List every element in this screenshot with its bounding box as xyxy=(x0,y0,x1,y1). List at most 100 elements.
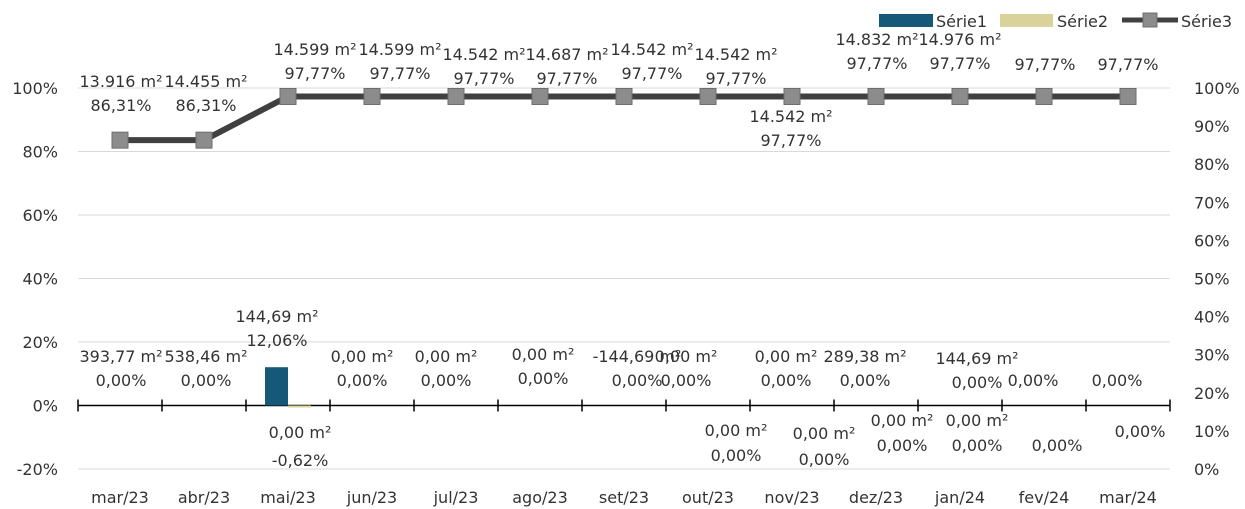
x-tick-label: mar/24 xyxy=(1099,488,1157,507)
data-label-percent: 0,00% xyxy=(799,450,850,469)
data-label-area: 0,00 m² xyxy=(655,347,718,366)
x-tick-label: out/23 xyxy=(682,488,734,507)
data-label-area: 14.687 m² xyxy=(525,45,608,64)
left-tick-label: 0% xyxy=(33,397,58,416)
x-axis: mar/23 abr/23 mai/23 jun/23 jul/23 ago/23 set/… xyxy=(77,399,1171,507)
series3-point xyxy=(531,87,549,105)
data-label-percent: 0,00% xyxy=(1115,422,1166,441)
data-label-percent: 97,77% xyxy=(846,54,907,73)
legend-marker-serie3 xyxy=(1142,12,1158,28)
series3-point xyxy=(279,87,297,105)
data-label-percent: 86,31% xyxy=(90,96,151,115)
x-tick-label: abr/23 xyxy=(178,488,230,507)
x-tick-label: dez/23 xyxy=(849,488,903,507)
data-label-percent: 0,00% xyxy=(1092,371,1143,390)
x-tick-label: fev/24 xyxy=(1019,488,1070,507)
right-tick-label: 90% xyxy=(1194,117,1230,136)
bar-série2 xyxy=(288,405,311,408)
data-label-area: 0,00 m² xyxy=(946,411,1009,430)
data-label-percent: 97,77% xyxy=(760,131,821,150)
legend-swatch-serie1 xyxy=(879,14,933,27)
legend-label-serie2: Série2 xyxy=(1057,12,1108,31)
data-label-area: 0,00 m² xyxy=(755,347,818,366)
x-tick-label: mai/23 xyxy=(260,488,316,507)
data-label-area: 14.976 m² xyxy=(918,30,1001,49)
data-label-area: 538,46 m² xyxy=(164,347,247,366)
data-label-percent: 97,77% xyxy=(1014,55,1075,74)
series3-point xyxy=(111,131,129,149)
x-tick-label: mar/23 xyxy=(91,488,149,507)
series3-point xyxy=(1119,87,1137,105)
data-label-percent: 97,77% xyxy=(705,69,766,88)
legend-swatch-serie2 xyxy=(1000,14,1053,27)
right-tick-label: 50% xyxy=(1194,270,1230,289)
data-label-area: 14.599 m² xyxy=(358,40,441,59)
left-tick-label: 60% xyxy=(22,206,58,225)
data-label-percent: 97,77% xyxy=(621,64,682,83)
data-label-area: 289,38 m² xyxy=(823,347,906,366)
bar-série1 xyxy=(265,367,288,406)
data-label-area: 0,00 m² xyxy=(512,345,575,364)
x-tick-label: jan/24 xyxy=(934,488,985,507)
data-label-area: 144,69 m² xyxy=(235,307,318,326)
data-label-percent: 0,00% xyxy=(661,371,712,390)
data-label-area: 0,00 m² xyxy=(793,424,856,443)
right-tick-label: 30% xyxy=(1194,346,1230,365)
data-label-percent: 0,00% xyxy=(840,371,891,390)
data-label-percent: 0,00% xyxy=(1008,371,1059,390)
series3-point xyxy=(615,87,633,105)
left-tick-label: -20% xyxy=(17,460,58,479)
data-label-area: 14.455 m² xyxy=(164,72,247,91)
series3-point xyxy=(951,87,969,105)
right-tick-label: 10% xyxy=(1194,422,1230,441)
data-label-percent: 0,00% xyxy=(1032,436,1083,455)
right-tick-label: 20% xyxy=(1194,384,1230,403)
right-tick-label: 80% xyxy=(1194,155,1230,174)
data-label-percent: 0,00% xyxy=(952,436,1003,455)
data-label-percent: 12,06% xyxy=(246,331,307,350)
data-label-percent: 0,00% xyxy=(877,436,928,455)
data-label-percent: 0,00% xyxy=(337,371,388,390)
data-label-area: 0,00 m² xyxy=(269,423,332,442)
data-label-percent: 0,00% xyxy=(761,371,812,390)
data-label-area: 14.542 m² xyxy=(694,45,777,64)
data-label-area: -144,69 m² xyxy=(593,347,682,366)
right-tick-label: 60% xyxy=(1194,231,1230,250)
right-tick-label: 100% xyxy=(1194,79,1240,98)
data-label-percent: -0,62% xyxy=(272,451,329,470)
series3-point xyxy=(867,87,885,105)
data-label-area: 13.916 m² xyxy=(79,72,162,91)
gridlines xyxy=(78,87,1170,470)
x-tick-label: ago/23 xyxy=(512,488,568,507)
data-label-percent: 0,00% xyxy=(96,371,147,390)
line-series xyxy=(111,87,1137,149)
data-label-percent: 0,00% xyxy=(952,373,1003,392)
right-tick-label: 70% xyxy=(1194,193,1230,212)
data-label-area: 14.542 m² xyxy=(749,107,832,126)
data-label-percent: 0,00% xyxy=(421,371,472,390)
left-tick-label: 100% xyxy=(12,79,58,98)
data-label-percent: 97,77% xyxy=(536,69,597,88)
left-axis: 100% 80% 60% 40% 20% 0% -20% xyxy=(12,79,58,479)
data-label-area: 14.599 m² xyxy=(273,40,356,59)
data-label-area: 0,00 m² xyxy=(705,421,768,440)
series3-point xyxy=(783,87,801,105)
data-label-area: 14.832 m² xyxy=(835,30,918,49)
data-label-percent: 0,00% xyxy=(518,369,569,388)
series3-point xyxy=(699,87,717,105)
data-label-area: 393,77 m² xyxy=(79,347,162,366)
data-label-percent: 0,00% xyxy=(711,446,762,465)
legend: Série1 Série2 Série3 xyxy=(879,12,1232,31)
x-tick-label: jul/23 xyxy=(433,488,479,507)
data-label-percent: 97,77% xyxy=(1097,55,1158,74)
data-labels: 13.916 m² 86,31% 14.455 m² 86,31% 14.599 m² 9… xyxy=(79,30,1165,470)
data-label-area: 14.542 m² xyxy=(442,45,525,64)
x-tick-label: nov/23 xyxy=(764,488,819,507)
series3-point xyxy=(363,87,381,105)
data-label-percent: 97,77% xyxy=(929,54,990,73)
bar-series xyxy=(265,367,311,408)
series3-point xyxy=(1035,87,1053,105)
data-label-area: 14.542 m² xyxy=(610,40,693,59)
right-axis: 100% 90% 80% 70% 60% 50% 40% 30% 20% 10% 0% xyxy=(1194,79,1240,479)
